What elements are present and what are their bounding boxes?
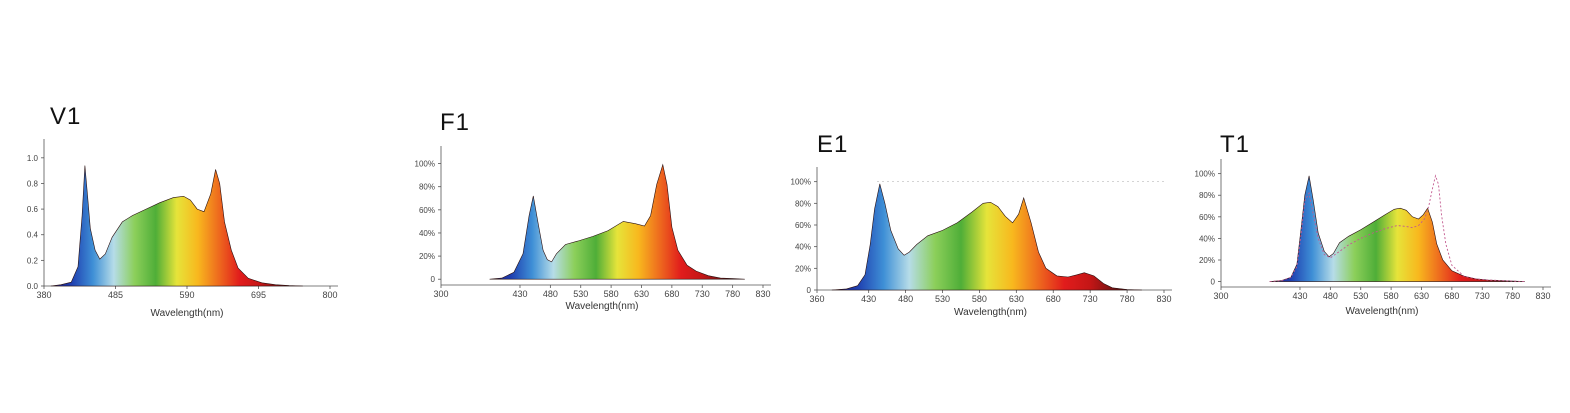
x-tick-label: 380 [36, 290, 51, 300]
x-tick-label: 580 [604, 289, 619, 299]
x-tick-label: 580 [1384, 291, 1399, 301]
spectrum-area [1269, 175, 1525, 282]
x-tick-label: 530 [935, 294, 950, 304]
x-tick-label: 780 [1505, 291, 1520, 301]
x-tick-label: 630 [1414, 291, 1429, 301]
x-tick-label: 830 [1535, 291, 1550, 301]
x-tick-label: 430 [512, 289, 527, 299]
x-axis-label: Wavelength(nm) [1346, 306, 1419, 317]
spectrum-area [489, 163, 745, 280]
x-tick-label: 485 [108, 290, 123, 300]
x-tick-label: 630 [1009, 294, 1024, 304]
y-tick-label: 0.6 [27, 205, 39, 214]
y-tick-label: 40% [419, 229, 435, 238]
x-tick-label: 590 [179, 290, 194, 300]
chart-panel-f1: F1 0 20% 40% 60% 80% 100% 300 430 480 530 580 630 68… [405, 105, 785, 320]
x-tick-label: 580 [972, 294, 987, 304]
x-tick-label: 530 [573, 289, 588, 299]
x-tick-label: 530 [1353, 291, 1368, 301]
y-tick-label: 1.0 [27, 154, 39, 163]
y-tick-label: 0 [1211, 278, 1216, 287]
y-tick-label: 40% [1199, 234, 1215, 243]
y-tick-label: 20% [419, 252, 435, 261]
y-tick-label: 100% [1195, 170, 1215, 179]
y-tick-label: 20% [1199, 256, 1215, 265]
x-tick-label: 430 [861, 294, 876, 304]
x-tick-label: 680 [1444, 291, 1459, 301]
spectrum-chart: 0.0 0.2 0.4 0.6 0.8 1.0 380 485 590 695 800 Wavelen… [27, 139, 338, 319]
x-axis-label: Wavelength(nm) [954, 307, 1027, 318]
x-tick-label: 360 [809, 294, 824, 304]
x-tick-label: 695 [251, 290, 266, 300]
x-tick-label: 480 [1323, 291, 1338, 301]
y-tick-label: 80% [419, 183, 435, 192]
y-tick-label: 0.8 [27, 179, 39, 188]
y-tick-label: 20% [795, 264, 811, 273]
chart-panel-t1: T1 0 20% 40% 60% 80% 100% 300 430 480 530 580 630 68… [1185, 125, 1565, 325]
y-tick-label: 80% [1199, 191, 1215, 200]
x-tick-label: 680 [1046, 294, 1061, 304]
chart-panel-v1: V1 0.0 0.2 0.4 0.6 0.8 1.0 380 485 590 695 800 Wave… [20, 95, 360, 325]
y-tick-label: 0.4 [27, 231, 39, 240]
x-axis-label: Wavelength(nm) [566, 301, 639, 312]
y-tick-label: 60% [419, 206, 435, 215]
spectrum-area [50, 165, 303, 287]
x-tick-label: 480 [543, 289, 558, 299]
x-tick-label: 830 [755, 289, 770, 299]
y-tick-label: 60% [795, 221, 811, 230]
x-tick-label: 430 [1292, 291, 1307, 301]
x-tick-label: 780 [1120, 294, 1135, 304]
x-tick-label: 300 [433, 289, 448, 299]
spectrum-area [831, 183, 1142, 291]
x-tick-label: 800 [322, 290, 337, 300]
y-tick-label: 0 [431, 275, 436, 284]
x-tick-label: 730 [1083, 294, 1098, 304]
y-tick-label: 80% [795, 199, 811, 208]
y-tick-label: 0 [807, 286, 812, 295]
reference-spectrum-line [1269, 174, 1525, 283]
x-tick-label: 730 [1475, 291, 1490, 301]
chart-panel-e1: E1 0 20% 40% 60% 80% 100% 360 430 480 530 580 630 68… [780, 125, 1180, 325]
x-tick-label: 300 [1213, 291, 1228, 301]
y-tick-label: 0.2 [27, 256, 39, 265]
y-tick-label: 100% [415, 160, 435, 169]
y-tick-label: 100% [791, 178, 811, 187]
chart-title: F1 [440, 109, 471, 136]
spectrum-chart: 0 20% 40% 60% 80% 100% 360 430 480 530 580 630 680 73… [791, 167, 1172, 318]
x-tick-label: 730 [695, 289, 710, 299]
y-tick-label: 40% [795, 243, 811, 252]
x-tick-label: 680 [664, 289, 679, 299]
spectrum-chart: 0 20% 40% 60% 80% 100% 300 430 480 530 580 630 680 73… [415, 146, 771, 312]
chart-title: V1 [50, 103, 82, 130]
x-tick-label: 830 [1156, 294, 1171, 304]
x-tick-label: 630 [634, 289, 649, 299]
x-axis-label: Wavelength(nm) [151, 308, 224, 319]
chart-title: T1 [1220, 131, 1251, 158]
chart-title: E1 [817, 131, 849, 158]
x-tick-label: 780 [725, 289, 740, 299]
x-tick-label: 480 [898, 294, 913, 304]
y-tick-label: 0.0 [27, 282, 39, 291]
y-tick-label: 60% [1199, 213, 1215, 222]
spectrum-chart: 0 20% 40% 60% 80% 100% 300 430 480 530 580 630 680 73… [1195, 159, 1551, 317]
